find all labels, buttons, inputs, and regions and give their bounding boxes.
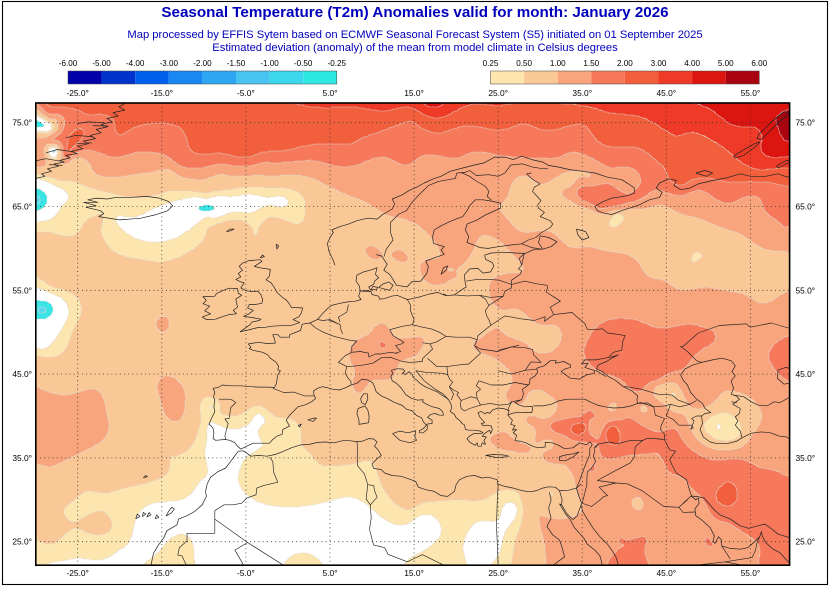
svg-text:25.0°: 25.0°: [796, 537, 816, 547]
svg-text:75.0°: 75.0°: [796, 118, 816, 128]
svg-text:5.0°: 5.0°: [322, 88, 337, 98]
svg-text:-0.50: -0.50: [294, 59, 313, 68]
svg-text:-5.0°: -5.0°: [237, 88, 255, 98]
svg-text:-1.00: -1.00: [260, 59, 279, 68]
svg-text:65.0°: 65.0°: [12, 202, 32, 212]
svg-text:-5.00: -5.00: [92, 59, 111, 68]
svg-text:25.0°: 25.0°: [488, 88, 508, 98]
svg-text:-25.0°: -25.0°: [66, 568, 88, 578]
svg-text:Map processed by EFFIS Sytem b: Map processed by EFFIS Sytem based on EC…: [127, 29, 702, 41]
svg-text:-6.00: -6.00: [59, 59, 78, 68]
svg-text:-1.50: -1.50: [227, 59, 246, 68]
svg-text:65.0°: 65.0°: [796, 202, 816, 212]
svg-text:5.0°: 5.0°: [322, 568, 337, 578]
svg-text:55.0°: 55.0°: [741, 88, 761, 98]
svg-text:-0.25: -0.25: [328, 59, 347, 68]
svg-text:45.0°: 45.0°: [12, 369, 32, 379]
svg-text:55.0°: 55.0°: [741, 568, 761, 578]
svg-text:-3.00: -3.00: [160, 59, 179, 68]
svg-text:-25.0°: -25.0°: [66, 88, 88, 98]
svg-text:75.0°: 75.0°: [12, 118, 32, 128]
svg-text:55.0°: 55.0°: [796, 285, 816, 295]
svg-text:35.0°: 35.0°: [572, 88, 592, 98]
svg-text:35.0°: 35.0°: [572, 568, 592, 578]
svg-text:35.0°: 35.0°: [796, 453, 816, 463]
svg-text:35.0°: 35.0°: [12, 453, 32, 463]
svg-text:-5.0°: -5.0°: [237, 568, 255, 578]
svg-text:1.00: 1.00: [550, 59, 566, 68]
svg-text:4.00: 4.00: [684, 59, 700, 68]
svg-text:3.00: 3.00: [651, 59, 667, 68]
svg-text:5.00: 5.00: [718, 59, 734, 68]
svg-text:6.00: 6.00: [751, 59, 767, 68]
svg-text:25.0°: 25.0°: [488, 568, 508, 578]
svg-text:0.25: 0.25: [483, 59, 499, 68]
svg-text:1.50: 1.50: [583, 59, 599, 68]
svg-text:45.0°: 45.0°: [657, 88, 677, 98]
svg-text:Estimated deviation (anomaly): Estimated deviation (anomaly) of the mea…: [212, 42, 618, 54]
svg-text:0.50: 0.50: [516, 59, 532, 68]
svg-text:Seasonal Temperature (T2m) Ano: Seasonal Temperature (T2m) Anomalies val…: [161, 4, 668, 21]
svg-text:15.0°: 15.0°: [404, 568, 424, 578]
svg-text:55.0°: 55.0°: [12, 285, 32, 295]
svg-text:-4.00: -4.00: [126, 59, 145, 68]
svg-text:-15.0°: -15.0°: [151, 568, 173, 578]
svg-text:-15.0°: -15.0°: [151, 88, 173, 98]
svg-text:25.0°: 25.0°: [12, 537, 32, 547]
svg-text:45.0°: 45.0°: [796, 369, 816, 379]
svg-text:-2.00: -2.00: [193, 59, 212, 68]
svg-text:15.0°: 15.0°: [404, 88, 424, 98]
svg-text:45.0°: 45.0°: [657, 568, 677, 578]
svg-text:2.00: 2.00: [617, 59, 633, 68]
